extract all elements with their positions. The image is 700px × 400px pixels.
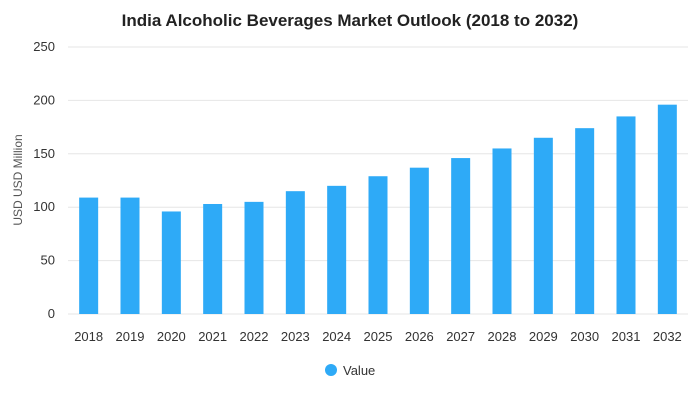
bar-2022[interactable] [244,201,264,314]
bar-2021[interactable] [203,203,223,314]
bar-2032[interactable] [657,104,677,314]
y-tick-label: 150 [33,146,55,161]
bar-2024[interactable] [327,185,347,314]
x-tick-label: 2020 [157,329,186,344]
y-tick-label: 100 [33,199,55,214]
x-tick-label: 2026 [405,329,434,344]
bar-2029[interactable] [533,137,553,314]
x-tick-label: 2031 [612,329,641,344]
y-axis: 0 50 100 150 200 250 [33,39,55,321]
x-tick-label: 2025 [364,329,393,344]
x-tick-label: 2028 [488,329,517,344]
x-tick-label: 2024 [322,329,351,344]
chart-title: India Alcoholic Beverages Market Outlook… [122,11,579,30]
bar-2026[interactable] [409,167,429,314]
bar-2019[interactable] [120,197,140,314]
x-tick-label: 2021 [198,329,227,344]
x-tick-label: 2027 [446,329,475,344]
x-tick-label: 2029 [529,329,558,344]
x-tick-label: 2032 [653,329,682,344]
x-tick-label: 2022 [240,329,269,344]
y-tick-label: 200 [33,92,55,107]
bar-2025[interactable] [368,176,388,314]
y-tick-label: 50 [41,253,55,268]
legend[interactable]: Value [325,363,375,378]
bars [79,104,677,314]
bar-2028[interactable] [492,148,512,314]
legend-marker-value [325,364,337,376]
bar-2023[interactable] [285,191,305,314]
y-tick-label: 250 [33,39,55,54]
bar-2020[interactable] [161,211,181,314]
bar-2018[interactable] [79,197,99,314]
x-tick-label: 2023 [281,329,310,344]
bar-2030[interactable] [575,128,595,314]
bar-2031[interactable] [616,116,636,314]
legend-label-value: Value [343,363,375,378]
x-tick-label: 2030 [570,329,599,344]
x-tick-label: 2018 [74,329,103,344]
y-tick-label: 0 [48,306,55,321]
x-axis: 2018 2019 2020 2021 2022 2023 2024 2025 2026 2027… [74,329,682,344]
bar-2027[interactable] [451,158,471,314]
y-axis-label: USD USD Million [11,134,25,225]
x-tick-label: 2019 [116,329,145,344]
